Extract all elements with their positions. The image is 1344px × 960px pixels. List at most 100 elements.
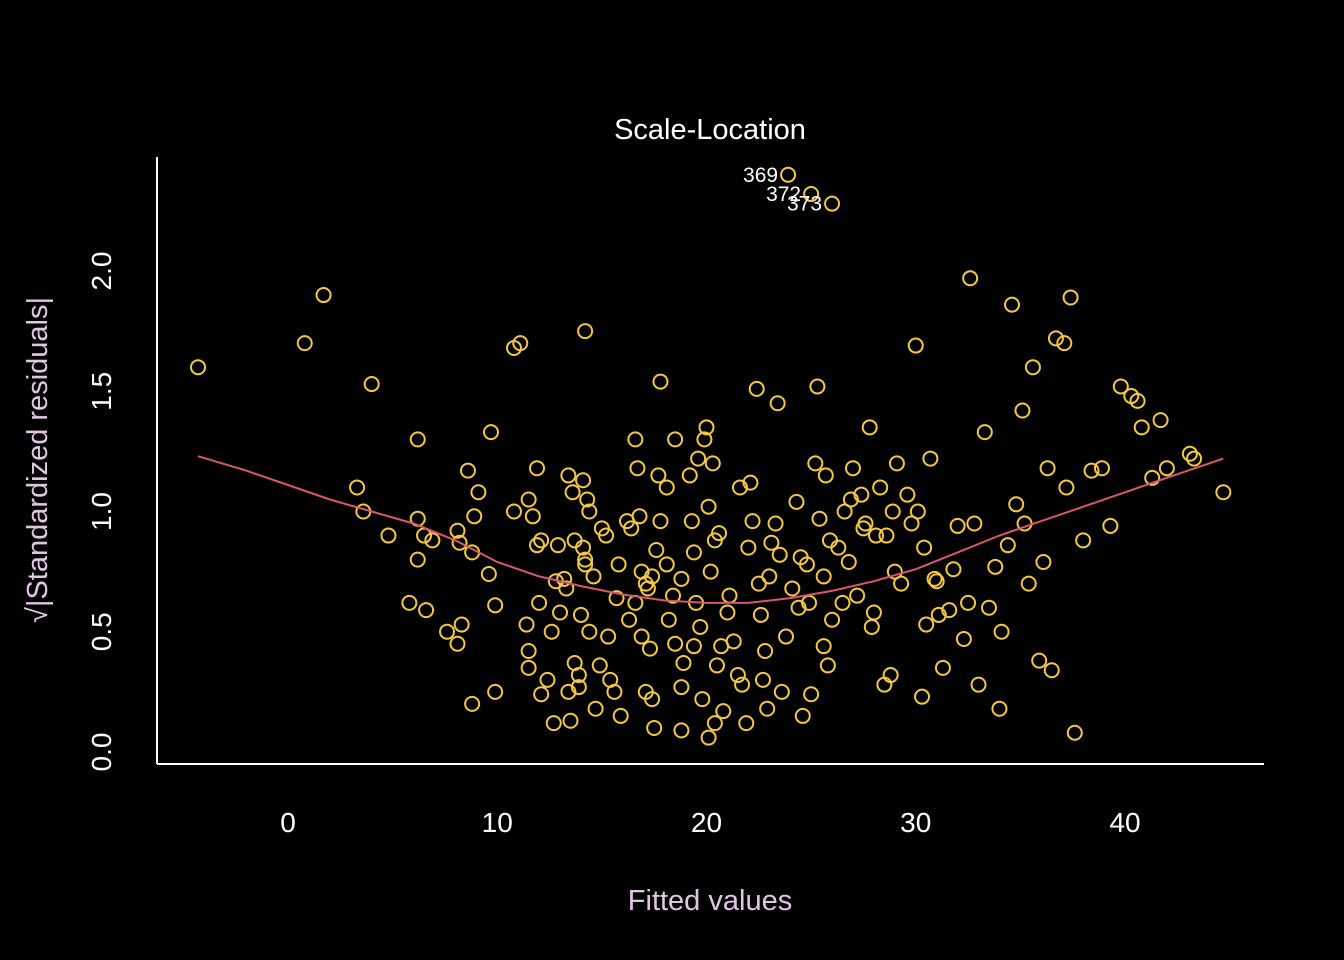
data-point [970,676,987,693]
y-tick-labels: 0.0 0.5 1.0 1.5 2.0 [86,252,117,772]
data-point [926,570,943,587]
data-point [1024,359,1041,376]
data-point [748,380,765,397]
data-point [761,568,778,585]
data-point [466,508,483,525]
data-point [409,431,426,448]
data-point [903,515,920,532]
y-tick-label: 1.0 [86,492,117,531]
data-point [673,679,690,696]
data-point [621,611,638,628]
data-point [363,376,380,393]
data-point [675,655,692,672]
data-point [991,700,1008,717]
data-point [1058,479,1075,496]
data-point [949,517,966,534]
data-point [633,628,650,645]
x-tick-label: 40 [1109,807,1140,838]
data-point [380,527,397,544]
data-point [738,715,755,732]
data-point [1186,450,1203,467]
data-point [801,594,818,611]
data-point [529,537,546,554]
data-point [914,688,931,705]
data-point [533,532,550,549]
x-tick-label: 30 [900,807,931,838]
data-point [646,719,663,736]
data-point [752,606,769,623]
data-point [315,287,332,304]
data-point [976,424,993,441]
data-point [449,522,466,539]
x-axis-label: Fitted values [628,885,792,917]
y-tick-label: 1.5 [86,372,117,411]
data-points [190,166,1232,746]
data-point [524,508,541,525]
data-point [788,493,805,510]
data-point [719,604,736,621]
data-point [742,474,759,491]
data-point [824,611,841,628]
data-point [744,513,761,530]
data-point [591,657,608,674]
data-point [750,575,767,592]
data-point [296,335,313,352]
data-point [606,683,623,700]
data-point [1066,724,1083,741]
data-point [658,479,675,496]
data-point [700,729,717,746]
data-point [401,594,418,611]
data-point [418,602,435,619]
data-point [773,683,790,700]
data-point [706,715,723,732]
data-point [803,686,820,703]
data-point [579,491,596,508]
data-point [512,335,529,352]
data-point [520,659,537,676]
data-point [629,460,646,477]
data-point [487,597,504,614]
data-point [771,546,788,563]
data-point [872,479,889,496]
data-point [715,703,732,720]
data-point [918,616,935,633]
data-point [928,573,945,590]
data-point [660,611,677,628]
data-point [794,707,811,724]
data-point [916,539,933,556]
data-point [1152,412,1169,429]
outlier-label-369: 369 [743,164,778,187]
data-point [1181,445,1198,462]
data-point [652,513,669,530]
data-point [545,715,562,732]
data-point [1008,496,1025,513]
data-point [539,671,556,688]
data-point [790,599,807,616]
data-point [564,484,581,501]
data-point [861,419,878,436]
data-point [708,657,725,674]
data-point [623,520,640,537]
data-point [453,616,470,633]
data-point [886,563,903,580]
data-point [815,638,832,655]
data-point [424,532,441,549]
data-point [754,671,771,688]
data-point [692,618,709,635]
data-point [581,503,598,520]
chart-title: Scale-Location [614,114,806,146]
data-point [907,337,924,354]
data-point [631,508,648,525]
data-point [849,587,866,604]
outlier-point [824,195,841,212]
data-point [681,467,698,484]
data-point [784,580,801,597]
data-point [888,455,905,472]
data-point [575,472,592,489]
data-point [642,640,659,657]
data-point [844,460,861,477]
data-point [702,563,719,580]
data-point [520,491,537,508]
